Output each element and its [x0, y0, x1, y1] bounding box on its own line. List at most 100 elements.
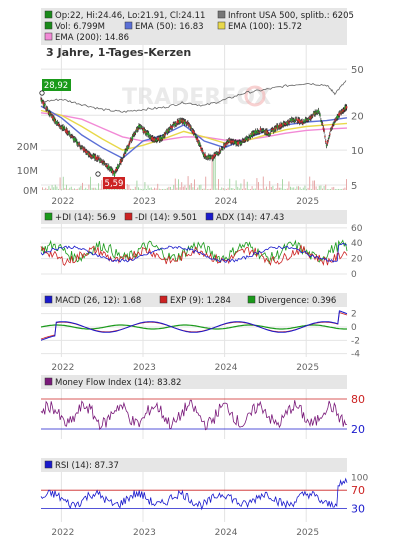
volume-bar [293, 187, 295, 190]
candle-body [149, 136, 152, 138]
candle-body [172, 123, 174, 125]
volume-bar [98, 183, 99, 190]
candle-body [307, 119, 309, 121]
candle-body [325, 145, 328, 147]
volume-bar [237, 186, 239, 190]
candle-body [53, 117, 55, 121]
candle-body [236, 141, 239, 145]
volume-bar [227, 187, 229, 190]
candle-body [271, 129, 273, 131]
high-marker-dot [39, 90, 45, 96]
candle-body [191, 130, 193, 132]
candle-body [87, 152, 90, 156]
candle-body [256, 129, 259, 133]
candle-body [297, 118, 299, 122]
volume-bar [290, 186, 291, 190]
adx-legend-swatch [205, 212, 214, 221]
candle-body [44, 104, 46, 105]
volume-bar [235, 180, 237, 190]
dmi-yaxis: 0 20 40 60 [351, 224, 363, 280]
volume-bar [162, 188, 163, 190]
signal-legend: EXP (9): 1.284 [170, 296, 231, 306]
candle-body [304, 118, 307, 122]
volume-bar [112, 188, 114, 190]
volume-bar [43, 188, 45, 190]
candle-body [145, 132, 148, 135]
candle-body [300, 121, 303, 122]
candle-body [187, 124, 190, 126]
y-tick-label: -4 [351, 350, 360, 360]
candle-body [333, 122, 335, 125]
volume-bar [258, 182, 259, 190]
candle-body [58, 123, 60, 126]
volume-bar [282, 179, 283, 190]
candle-body [195, 135, 197, 138]
candle-body [200, 150, 203, 151]
volume-bar [325, 184, 327, 190]
candle-body [329, 129, 332, 131]
candle-body [152, 138, 155, 141]
mfi-header-bg [41, 375, 347, 389]
volume-bar [45, 187, 47, 190]
candle-body [43, 104, 46, 107]
adx-line [40, 242, 348, 263]
candle-body [273, 127, 276, 131]
volume-bar [83, 188, 85, 190]
volume-bar [131, 188, 133, 190]
candle-body [320, 122, 323, 124]
x-tick-label: 2022 [51, 363, 74, 373]
volume-bar [248, 188, 250, 190]
candle-body [303, 121, 306, 123]
candle-body [101, 162, 103, 164]
candle-body [115, 168, 117, 172]
volume-bar [330, 188, 331, 190]
candle-body [295, 118, 298, 120]
candle-body [96, 156, 99, 160]
volume-bar [168, 186, 170, 190]
volume-bar [138, 187, 139, 190]
y-tick-label: 30 [351, 502, 365, 515]
candle-body [160, 139, 163, 141]
candle-body [240, 142, 243, 144]
candle-body [140, 126, 143, 128]
volume-bar [160, 188, 162, 190]
ema200-legend-swatch [44, 32, 53, 41]
candle-body [186, 123, 188, 125]
volume-bar [294, 188, 296, 190]
y-tick-label: 10 [351, 146, 364, 157]
y-tick-label: 2 [351, 310, 357, 320]
candle-body [66, 130, 68, 134]
mfi-legend: Money Flow Index (14): 83.82 [55, 378, 181, 388]
volume-bar [128, 184, 130, 190]
candle-body [248, 135, 250, 137]
candle-body [170, 127, 173, 129]
candle-body [330, 128, 333, 130]
candle-body [147, 132, 149, 136]
volume-bar [283, 188, 285, 190]
candle-body [162, 135, 165, 137]
candle-body [334, 119, 337, 121]
volume-bar [154, 187, 155, 190]
candle-body [112, 172, 115, 174]
candle-body [191, 129, 194, 133]
mfi-legend-swatch [44, 377, 53, 386]
candle-body [143, 128, 145, 133]
volume-bar [174, 178, 176, 190]
volume-bar [85, 187, 87, 190]
candle-body [116, 168, 118, 170]
volume-bar [275, 188, 277, 190]
candle-body [46, 108, 49, 110]
candle-body [42, 101, 45, 106]
candle-body [258, 131, 260, 133]
candle-body [286, 121, 289, 125]
candle-body [114, 171, 117, 173]
volume-bars [42, 150, 347, 190]
candle-body [224, 144, 227, 146]
volume-bar [109, 188, 111, 190]
adx-legend: ADX (14): 47.43 [216, 213, 284, 223]
candle-body [205, 157, 208, 159]
candle-body [119, 160, 121, 163]
candle-body [49, 112, 51, 116]
candle-body [81, 147, 84, 149]
candle-body [177, 119, 179, 124]
